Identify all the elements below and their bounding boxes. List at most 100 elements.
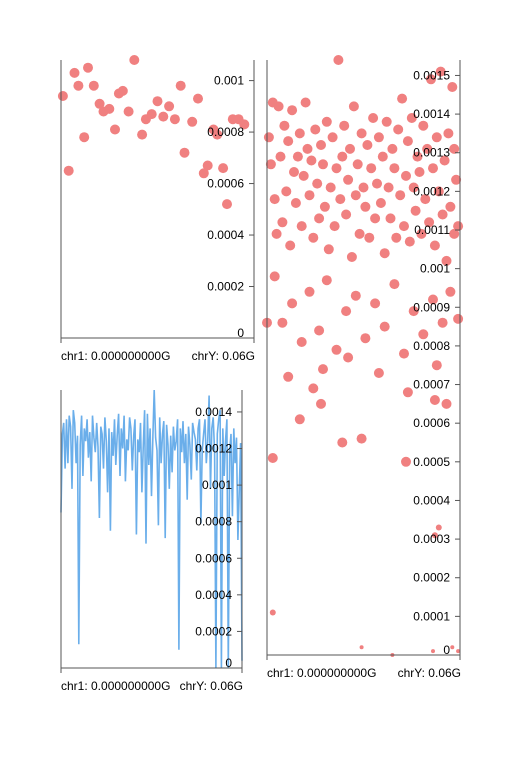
data-point <box>222 199 232 210</box>
data-point <box>314 213 325 224</box>
y-tick-label: 0.0015 <box>413 68 450 82</box>
data-point <box>175 80 186 91</box>
data-point <box>294 414 305 425</box>
y-tick-label: 0.0014 <box>195 405 232 419</box>
data-point <box>393 124 404 135</box>
data-point <box>431 360 442 371</box>
x-axis-label-end: chrY: 0.06G <box>398 666 461 680</box>
data-point <box>381 116 392 127</box>
data-point <box>364 232 375 243</box>
data-point <box>327 132 338 143</box>
data-point <box>198 168 209 179</box>
data-point <box>358 182 369 193</box>
data-point <box>137 129 148 140</box>
data-point <box>316 140 326 150</box>
data-point <box>445 201 456 212</box>
data-point <box>146 109 157 120</box>
data-point <box>312 178 323 189</box>
data-point <box>321 116 332 127</box>
data-point <box>377 151 388 162</box>
data-point <box>296 221 307 232</box>
data-point <box>277 217 288 228</box>
data-point <box>302 143 313 154</box>
data-point <box>279 120 290 131</box>
data-point <box>375 198 386 208</box>
data-point <box>431 532 438 539</box>
data-point <box>346 252 357 262</box>
data-point <box>418 120 429 131</box>
y-tick-label: 0.0013 <box>413 146 450 160</box>
data-point <box>193 93 203 104</box>
data-point <box>395 190 406 201</box>
x-axis-label-start: chr1: 0.000000000G <box>61 679 170 693</box>
data-point <box>310 124 321 135</box>
data-point <box>88 80 99 91</box>
y-tick-label: 0.0012 <box>195 442 232 456</box>
data-point <box>285 240 296 251</box>
data-point <box>218 163 229 174</box>
data-point <box>277 317 288 328</box>
data-point <box>337 151 348 162</box>
data-point <box>447 82 458 92</box>
data-point <box>420 194 431 205</box>
point-group <box>57 55 250 210</box>
data-point <box>354 228 365 239</box>
y-tick-label: 0.001 <box>202 478 232 492</box>
data-point <box>412 151 423 162</box>
data-point <box>129 55 140 65</box>
data-point <box>287 105 298 116</box>
data-point <box>300 97 311 108</box>
data-point <box>408 182 419 193</box>
data-point <box>269 194 280 205</box>
y-tick-label: 0.0012 <box>413 184 450 198</box>
data-point <box>399 221 409 232</box>
data-point <box>323 244 334 255</box>
data-point <box>343 352 354 363</box>
chart-panel-scatter-right: 0 0.0001 0.0002 0.0003 0.0004 0.0005 0.0006 0.0… <box>262 55 464 680</box>
data-point <box>283 371 294 382</box>
data-point <box>339 120 350 131</box>
data-point <box>331 344 342 355</box>
data-point <box>117 85 128 96</box>
data-point <box>169 114 180 125</box>
data-point <box>372 178 382 189</box>
y-tick-label: 0.0006 <box>413 416 450 430</box>
data-point <box>399 348 409 359</box>
chart-panel-scatter-top-left: 0 0.0002 0.0004 0.0006 0.0008 0.001 chr1: 0.00… <box>57 55 255 363</box>
data-point <box>348 101 359 112</box>
data-point <box>356 433 367 444</box>
data-point <box>391 232 402 243</box>
data-point <box>271 228 282 239</box>
data-point <box>428 294 438 305</box>
chart-panel-line-bottom-left: 0 0.0002 0.0004 0.0006 0.0008 0.001 0.0012 0.00… <box>60 389 243 693</box>
data-point <box>422 143 433 154</box>
data-point <box>437 209 448 220</box>
data-point <box>360 333 371 344</box>
data-point <box>294 128 305 139</box>
data-point <box>450 645 455 650</box>
data-point <box>356 128 367 139</box>
data-point <box>379 248 390 259</box>
data-point <box>414 167 425 177</box>
data-point <box>435 524 442 531</box>
data-point <box>239 119 250 130</box>
data-point <box>402 136 413 147</box>
y-tick-label: 0 <box>225 656 232 670</box>
data-point <box>308 232 319 243</box>
data-point <box>443 128 454 139</box>
data-point <box>389 163 400 174</box>
data-point <box>263 132 274 143</box>
data-point <box>325 182 336 193</box>
data-point <box>79 132 90 143</box>
data-point <box>269 609 276 616</box>
y-tick-label: 0.0008 <box>207 125 244 139</box>
y-tick-label: 0.001 <box>214 74 244 88</box>
data-point <box>368 113 379 123</box>
data-point <box>283 136 294 147</box>
y-tick-label: 0.001 <box>420 262 450 276</box>
data-point <box>441 255 452 266</box>
data-point <box>431 132 442 143</box>
data-point <box>456 649 461 654</box>
data-point <box>350 190 361 201</box>
y-tick-label: 0.0002 <box>195 624 232 638</box>
